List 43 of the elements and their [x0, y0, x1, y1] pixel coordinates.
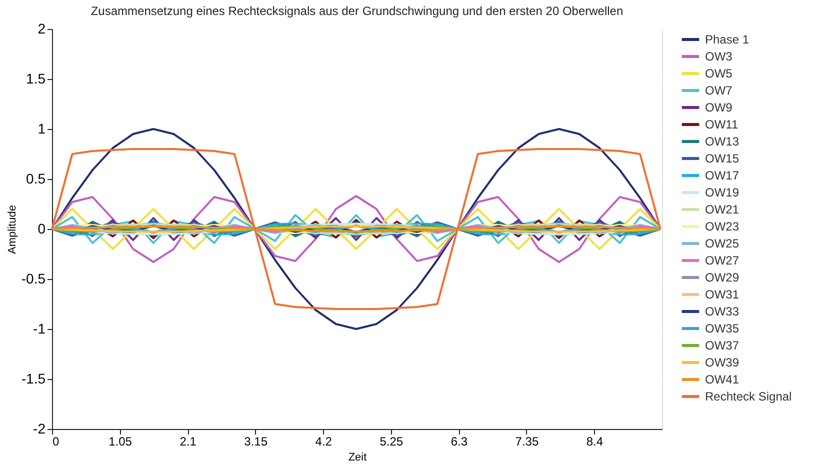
x-tick-label: 6.3 [450, 434, 468, 448]
y-tick-label: -1.5 [21, 370, 46, 386]
legend-label: OW31 [705, 288, 740, 302]
x-tick-label: 0 [52, 434, 60, 448]
legend-label: OW27 [705, 254, 740, 268]
y-tick-label: 0 [38, 220, 46, 236]
legend-label: Rechteck Signal [705, 390, 792, 404]
x-tick-label: 7.35 [515, 434, 539, 448]
y-tick-label: -0.5 [21, 270, 46, 286]
x-tick-label: 2.1 [180, 434, 197, 448]
y-tick-label: 2 [38, 20, 46, 36]
legend-label: Phase 1 [705, 32, 750, 46]
legend-label: OW23 [705, 220, 740, 234]
legend-label: OW19 [705, 186, 740, 200]
legend-label: OW9 [705, 100, 733, 114]
legend-label: OW13 [705, 134, 740, 148]
y-axis-title: Amplitude [6, 205, 18, 254]
legend-label: OW39 [705, 356, 740, 370]
legend-label: OW17 [705, 168, 740, 182]
legend-label: OW41 [705, 372, 740, 386]
x-tick-label: 5.25 [380, 434, 404, 448]
y-tick-label: 1 [38, 120, 46, 136]
legend-label: OW29 [705, 270, 740, 284]
x-tick-label: 1.05 [108, 434, 132, 448]
legend-label: OW21 [705, 202, 740, 216]
x-axis-title: Zeit [348, 452, 367, 464]
y-tick-label: 1.5 [26, 70, 46, 86]
legend-label: OW35 [705, 322, 740, 336]
legend-label: OW11 [705, 118, 738, 132]
y-tick-label: -2 [33, 420, 46, 436]
legend-label: OW37 [705, 338, 740, 352]
legend-label: OW5 [705, 66, 733, 80]
legend-label: OW33 [705, 304, 740, 318]
x-tick-label: 3.15 [244, 434, 268, 448]
x-tick-label: 4.2 [315, 434, 332, 448]
legend-label: OW3 [705, 50, 733, 64]
legend-label: OW15 [705, 152, 740, 166]
x-tick-label: 8.4 [586, 434, 604, 448]
legend-label: OW25 [705, 236, 740, 250]
y-tick-label: -1 [33, 320, 46, 336]
chart-title: Zusammensetzung eines Rechtecksignals aus der Grundschwingung und den ersten 20 Oberwellen [90, 4, 624, 18]
y-tick-label: 0.5 [26, 170, 46, 186]
legend-label: OW7 [705, 84, 733, 98]
